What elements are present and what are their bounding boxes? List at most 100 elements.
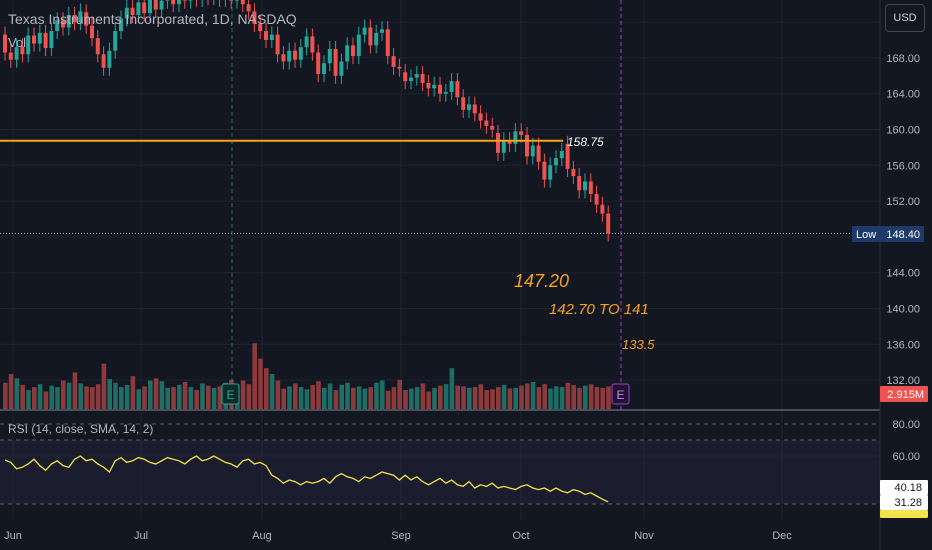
rsi-tick-label: 60.00 (892, 451, 920, 463)
volume-bar (432, 387, 437, 409)
target-label-1: 147.20 (514, 271, 570, 291)
time-axis[interactable]: Jun Jul Aug Sep Oct Nov Dec (4, 530, 792, 542)
candle-body (43, 32, 48, 49)
candle-body (414, 74, 419, 78)
volume-bar (519, 385, 524, 409)
volume-bar (513, 387, 518, 409)
time-label-jun: Jun (4, 530, 22, 542)
volume-bar (304, 389, 310, 409)
price-tick-label: 168.00 (886, 53, 920, 65)
candle-body (258, 23, 263, 32)
candle-body (316, 52, 321, 75)
candle-body (229, 0, 234, 1)
volume-bar (594, 387, 600, 409)
candle-body (530, 145, 535, 157)
volume-bar (472, 387, 478, 409)
volume-bar (490, 389, 495, 409)
volume-bar (449, 368, 455, 409)
candle-body (287, 50, 292, 62)
candle-body (455, 81, 460, 98)
candle-body (397, 66, 402, 69)
volume-bar (588, 384, 594, 409)
volume-bar (95, 384, 101, 409)
candle-body (467, 104, 471, 110)
candle-body (8, 52, 13, 60)
rsi-tick-label: 80.00 (892, 419, 920, 431)
candle-body (588, 181, 593, 194)
candle-body (130, 7, 135, 15)
volume-bar (356, 386, 362, 409)
candle-body (420, 74, 425, 83)
low-tag-label: Low (856, 229, 876, 241)
volume-bar (211, 387, 217, 409)
drawing-lines[interactable] (0, 0, 880, 410)
volume-bar (258, 358, 263, 409)
volume-bar (409, 388, 414, 409)
candle-body (536, 145, 541, 162)
volume-bar (8, 373, 14, 409)
time-label-nov: Nov (634, 530, 654, 542)
candle-body (95, 38, 100, 55)
time-label-jul: Jul (134, 530, 148, 542)
volume-bar (78, 383, 83, 409)
candle-body (240, 0, 245, 5)
volume-bar (246, 384, 252, 409)
volume-bar (206, 385, 211, 409)
volume-bar (571, 384, 576, 409)
candle-body (484, 120, 489, 126)
candle-body (507, 140, 512, 144)
price-tick-label: 160.00 (886, 125, 920, 137)
volume-bar (345, 382, 350, 409)
candle-body (472, 104, 477, 114)
volume-bar (49, 385, 54, 409)
candle-body (449, 81, 454, 92)
price-tick-label: 152.00 (886, 196, 920, 208)
volume-bar (188, 387, 194, 409)
candle-body (14, 47, 19, 60)
volume-bar (165, 387, 170, 409)
volume-bar (467, 387, 472, 409)
candle-body (107, 50, 112, 68)
volume-bars (3, 343, 611, 409)
low-tag-value: 148.40 (886, 229, 920, 241)
volume-bar (322, 387, 327, 409)
candle-body (374, 32, 379, 46)
volume-bar (275, 380, 281, 409)
volume-bar (101, 363, 107, 409)
candle-body (606, 213, 611, 234)
candle-body (269, 34, 274, 40)
volume-bar (310, 384, 315, 409)
rsi-legend[interactable]: RSI (14, close, SMA, 14, 2) (8, 422, 154, 436)
volume-bar (153, 378, 159, 409)
volume-bar (119, 387, 124, 409)
candle-body (345, 45, 350, 62)
volume-bar (252, 343, 257, 409)
symbol-legend[interactable]: Texas Instruments Incorporated, 1D, NASD… (8, 11, 297, 27)
volume-bar (536, 387, 542, 409)
candle-body (496, 133, 500, 153)
candle-body (113, 31, 118, 51)
candlesticks (3, 0, 611, 242)
currency-button[interactable]: USD (885, 4, 925, 32)
volume-bar (171, 387, 176, 409)
rsi-value-label-b: 31.28 (894, 497, 922, 509)
candle-body (478, 113, 483, 121)
volume-bar (583, 385, 588, 409)
price-tick-label: 132.00 (886, 375, 920, 387)
volume-bar (484, 390, 489, 409)
earnings-marker-future (611, 383, 630, 405)
volume-bar (84, 386, 89, 409)
volume-bar (61, 380, 66, 409)
candle-body (565, 143, 570, 169)
candle-body (351, 45, 355, 57)
volume-bar (287, 386, 292, 409)
volume-bar (530, 381, 536, 409)
volume-bar (368, 387, 373, 409)
volume-legend[interactable]: Vol (8, 35, 27, 50)
price-axis[interactable]: 168.00164.00160.00156.00152.00148.00144.… (852, 0, 932, 550)
candle-body (101, 54, 106, 68)
candle-body (61, 20, 65, 28)
